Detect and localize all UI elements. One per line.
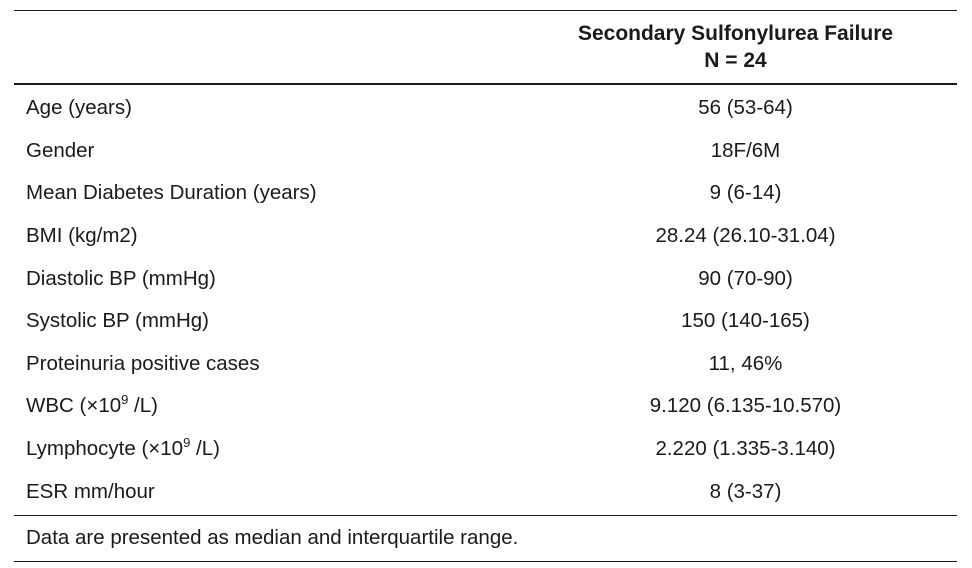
table-row: WBC (×109 /L) 9.120 (6.135-10.570) bbox=[14, 385, 957, 428]
table-row: Mean Diabetes Duration (years) 9 (6-14) bbox=[14, 172, 957, 215]
column-group-title: Secondary Sulfonylurea Failure bbox=[577, 22, 894, 45]
row-label: Proteinuria positive cases bbox=[26, 351, 260, 375]
row-label-prefix: WBC (×10 bbox=[26, 394, 122, 418]
row-label-suffix: /L) bbox=[128, 394, 158, 418]
table-row: Proteinuria positive cases 11, 46% bbox=[14, 343, 957, 386]
row-label: Systolic BP (mmHg) bbox=[26, 309, 210, 333]
table-row: Age (years) 56 (53-64) bbox=[14, 87, 957, 130]
row-value: 18F/6M bbox=[710, 138, 781, 162]
row-value: 2.220 (1.335-3.140) bbox=[655, 437, 836, 461]
row-value: 11, 46% bbox=[708, 351, 783, 375]
row-label: WBC (×109 /L) bbox=[14, 392, 514, 418]
row-label-superscript: 9 bbox=[183, 435, 191, 451]
row-value: 56 (53-64) bbox=[698, 96, 793, 120]
row-value: 28.24 (26.10-31.04) bbox=[655, 224, 836, 248]
row-value: 9 (6-14) bbox=[709, 181, 782, 205]
row-value: 8 (3-37) bbox=[709, 479, 782, 503]
row-label: BMI (kg/m2) bbox=[26, 224, 138, 248]
footer-rule bbox=[14, 514, 957, 516]
row-value: 9.120 (6.135-10.570) bbox=[649, 394, 842, 418]
row-label: Diastolic BP (mmHg) bbox=[26, 266, 216, 290]
data-table: Secondary Sulfonylurea Failure N = 24 Ag… bbox=[14, 10, 957, 562]
column-n-count: N = 24 bbox=[704, 49, 767, 72]
row-label: Mean Diabetes Duration (years) bbox=[26, 181, 317, 205]
table-row: Diastolic BP (mmHg) 90 (70-90) bbox=[14, 257, 957, 300]
table-row: BMI (kg/m2) 28.24 (26.10-31.04) bbox=[14, 215, 957, 258]
table-row: ESR mm/hour 8 (3-37) bbox=[14, 470, 957, 513]
top-rule bbox=[14, 10, 957, 11]
header-rule bbox=[14, 83, 957, 85]
row-label: Gender bbox=[26, 138, 95, 162]
table-row: Lymphocyte (×109 /L) 2.220 (1.335-3.140) bbox=[14, 428, 957, 471]
bottom-rule bbox=[14, 560, 957, 562]
table-row: Systolic BP (mmHg) 150 (140-165) bbox=[14, 300, 957, 343]
row-label-suffix: /L) bbox=[190, 437, 220, 461]
row-label-superscript: 9 bbox=[121, 392, 129, 408]
row-value: 150 (140-165) bbox=[681, 309, 810, 333]
row-label: ESR mm/hour bbox=[26, 479, 155, 503]
row-label-prefix: Lymphocyte (×10 bbox=[26, 437, 184, 461]
header-value-cell: Secondary Sulfonylurea Failure N = 24 bbox=[514, 20, 957, 74]
table-footnote: Data are presented as median and interqu… bbox=[26, 526, 519, 550]
row-label: Lymphocyte (×109 /L) bbox=[14, 435, 514, 461]
table-row: Gender 18F/6M bbox=[14, 130, 957, 173]
row-value: 90 (70-90) bbox=[698, 266, 793, 290]
table-header: Secondary Sulfonylurea Failure N = 24 bbox=[14, 11, 957, 83]
table-body: Age (years) 56 (53-64) Gender 18F/6M Mea… bbox=[14, 85, 957, 515]
row-label: Age (years) bbox=[26, 96, 132, 120]
